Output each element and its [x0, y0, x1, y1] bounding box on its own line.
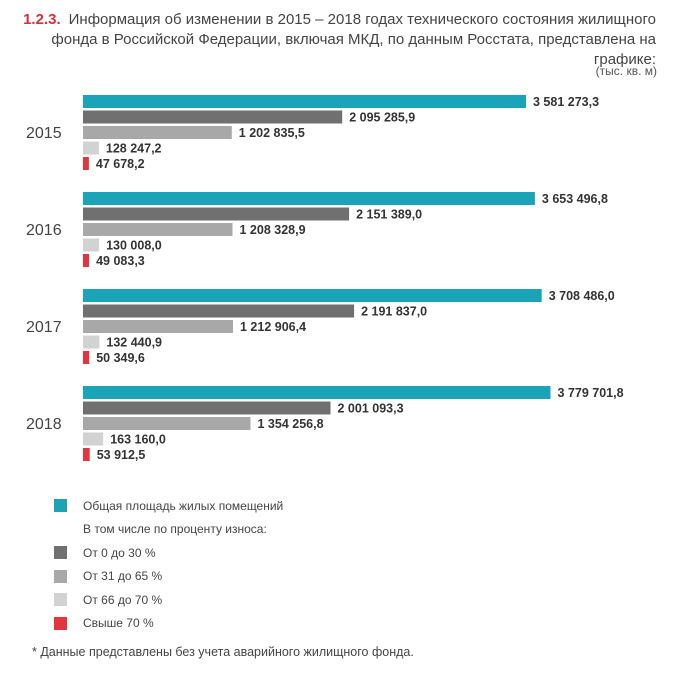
legend-item-66-70: От 66 до 70 % [54, 588, 283, 612]
bar-2017-total [83, 289, 542, 302]
data-label-2017-total: 3 708 486,0 [549, 289, 615, 303]
bar-2016-total [83, 192, 535, 205]
data-label-2017-66-70: 132 440,9 [106, 336, 162, 350]
bar-2018-total [83, 386, 551, 399]
unit-label: (тыс. кв. м) [595, 64, 657, 78]
data-label-2018-31-65: 1 354 256,8 [258, 417, 324, 431]
data-label-2015-31-65: 1 202 835,5 [239, 126, 305, 140]
bar-2015-total [83, 95, 526, 108]
year-label-2017: 2017 [26, 319, 62, 336]
legend-item-0-30: От 0 до 30 % [54, 541, 283, 565]
bar-2018-31-65 [83, 417, 251, 430]
legend-swatch-66-70 [54, 593, 67, 607]
legend-swatch-over-70 [54, 616, 67, 630]
legend-label-31-65: От 31 до 65 % [83, 569, 163, 584]
data-label-2018-over-70: 53 912,5 [97, 448, 146, 462]
year-label-2018: 2018 [26, 416, 62, 433]
legend-note: В том числе по проценту износа: [83, 521, 267, 536]
legend-label-over-70: Свыше 70 % [83, 616, 154, 631]
legend-swatch-0-30 [54, 546, 67, 560]
bar-2016-over-70 [83, 254, 90, 267]
chart-header: 1.2.3. Информация об изменении в 2015 – 2… [6, 10, 656, 70]
bar-2015-31-65 [83, 126, 232, 139]
bar-2017-66-70 [83, 335, 100, 349]
legend: Общая площадь жилых помещений В том числ… [54, 494, 283, 635]
section-number: 1.2.3. [23, 11, 61, 28]
data-label-2016-66-70: 130 008,0 [106, 239, 162, 253]
data-label-2015-66-70: 128 247,2 [106, 142, 162, 156]
bar-2016-66-70 [83, 238, 100, 252]
legend-swatch-total [54, 499, 67, 513]
bar-2015-0-30 [83, 110, 343, 124]
bar-2016-0-30 [83, 207, 350, 221]
year-label-2016: 2016 [26, 222, 62, 239]
data-label-2018-0-30: 2 001 093,3 [338, 402, 404, 416]
legend-item-31-65: От 31 до 65 % [54, 565, 283, 589]
year-label-2015: 2015 [26, 125, 62, 142]
data-label-2018-66-70: 163 160,0 [110, 433, 166, 447]
legend-label-66-70: От 66 до 70 % [83, 592, 163, 607]
data-label-2015-total: 3 581 273,3 [533, 95, 599, 109]
legend-swatch-31-65 [54, 569, 67, 583]
bar-2015-over-70 [83, 157, 89, 170]
data-label-2016-total: 3 653 496,8 [542, 192, 608, 206]
bar-2018-over-70 [83, 448, 90, 461]
data-label-2016-over-70: 49 083,3 [96, 254, 145, 268]
data-label-2015-over-70: 47 678,2 [96, 157, 145, 171]
bar-2015-66-70 [83, 141, 99, 155]
bar-2018-66-70 [83, 432, 104, 446]
footnote: * Данные представлены без учета аварийно… [32, 645, 414, 659]
legend-item-total: Общая площадь жилых помещений [54, 494, 283, 518]
data-label-2015-0-30: 2 095 285,9 [349, 111, 415, 125]
legend-label-0-30: От 0 до 30 % [83, 545, 156, 560]
legend-label-total: Общая площадь жилых помещений [83, 498, 284, 513]
bar-2018-0-30 [83, 401, 331, 415]
data-label-2017-over-70: 50 349,6 [96, 351, 145, 365]
bar-2017-31-65 [83, 320, 233, 333]
legend-item-over-70: Свыше 70 % [54, 612, 283, 636]
data-label-2018-total: 3 779 701,8 [558, 386, 624, 400]
bar-2017-over-70 [83, 351, 90, 364]
data-label-2016-31-65: 1 208 328,9 [240, 223, 306, 237]
bar-chart: 3 581 273,3 2 095 285,9 1 202 835,5 128 247… [26, 95, 624, 462]
data-label-2017-0-30: 2 191 837,0 [361, 305, 427, 319]
bar-2016-31-65 [83, 223, 233, 236]
bar-2017-0-30 [83, 304, 355, 318]
header-text: Информация об изменении в 2015 – 2018 го… [51, 11, 656, 68]
data-label-2016-0-30: 2 151 389,0 [356, 208, 422, 222]
data-label-2017-31-65: 1 212 906,4 [240, 320, 306, 334]
